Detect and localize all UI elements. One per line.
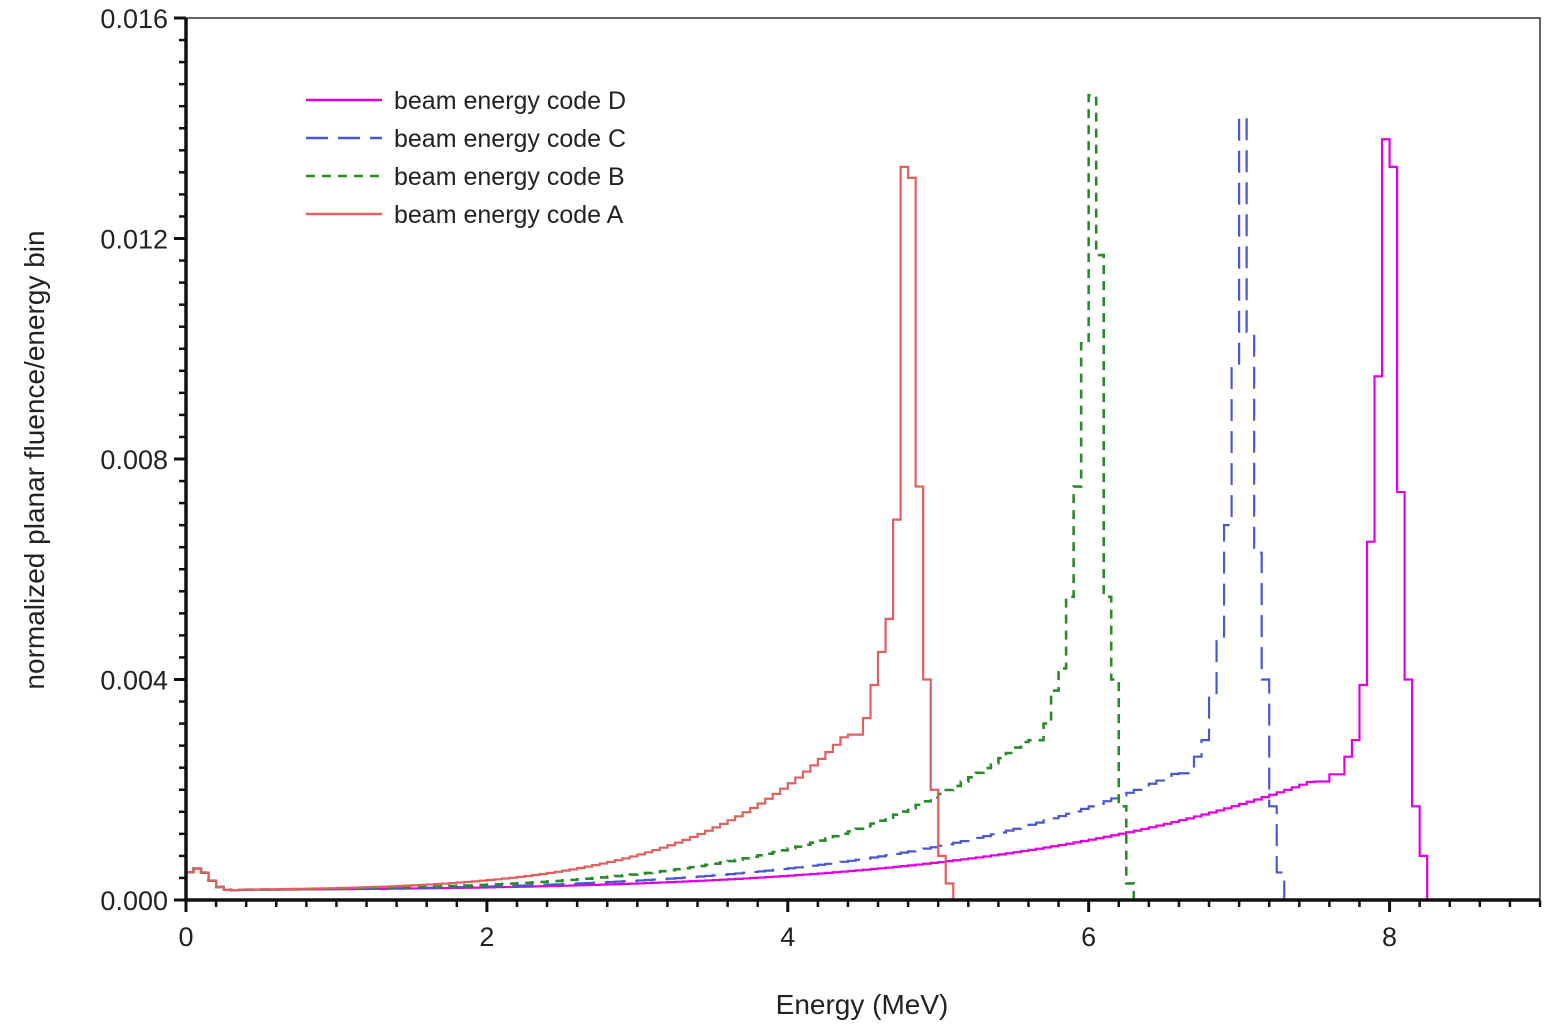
- y-tick-label: 0.000: [100, 886, 168, 916]
- y-tick-label: 0.012: [100, 225, 168, 255]
- y-axis-title: normalized planar fluence/energy bin: [19, 230, 50, 689]
- axes-layer: 0 2 4 6 8 0.000 0.004 0.008 0.012 0.016: [100, 4, 1542, 952]
- y-tick-label: 0.016: [100, 4, 168, 34]
- series-line-a: [184, 165, 1540, 902]
- x-tick-label: 6: [1081, 922, 1096, 952]
- x-tick-label: 0: [178, 922, 193, 952]
- legend-label: beam energy code C: [394, 125, 626, 153]
- legend: beam energy code D beam energy code C beam…: [306, 87, 626, 229]
- x-axis-title: Energy (MeV): [776, 989, 949, 1020]
- series-line-d: [184, 138, 1540, 902]
- series-line-b: [184, 93, 1540, 902]
- plot-frame: [185, 17, 1541, 901]
- legend-label: beam energy code B: [394, 163, 625, 191]
- y-tick-label: 0.008: [100, 445, 168, 475]
- series-line-c: [184, 116, 1540, 902]
- x-tick-label: 2: [479, 922, 494, 952]
- plot-border: [185, 17, 1541, 901]
- legend-label: beam energy code A: [394, 201, 624, 229]
- series-layer: [184, 93, 1540, 902]
- legend-label: beam energy code D: [394, 87, 626, 115]
- x-tick-label: 4: [780, 922, 795, 952]
- x-tick-label: 8: [1382, 922, 1397, 952]
- y-tick-label: 0.004: [100, 666, 168, 696]
